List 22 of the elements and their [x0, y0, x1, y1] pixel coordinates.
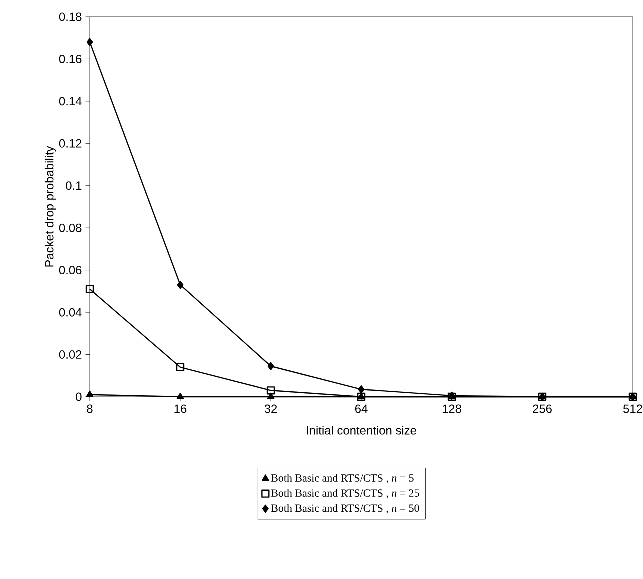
- x-tick-label: 128: [442, 404, 462, 414]
- y-tick-label: 0.18: [59, 12, 82, 22]
- x-tick-label: 8: [87, 404, 93, 414]
- y-axis-title: Packet drop probability: [44, 146, 56, 267]
- x-axis-title: Initial contention size: [307, 426, 416, 435]
- x-tick-label: 64: [355, 404, 368, 414]
- y-tick-label: 0: [76, 392, 82, 402]
- y-tick-label: 0.12: [59, 139, 82, 148]
- y-tick-label: 0.04: [59, 308, 82, 317]
- x-tick-label: 512: [624, 404, 642, 414]
- y-tick-label: 0.16: [59, 54, 82, 64]
- legend-label: Both Basic and RTS/CTS , n = 50: [271, 504, 420, 514]
- y-tick-label: 0.06: [59, 266, 82, 275]
- x-tick-label: 16: [174, 404, 187, 414]
- y-tick-label: 0.1: [66, 182, 82, 190]
- x-tick-label: 256: [533, 404, 552, 414]
- y-tick-label: 0.08: [59, 224, 82, 232]
- y-tick-label: 0.14: [59, 97, 82, 106]
- x-tick-label: 32: [264, 404, 278, 414]
- legend-label: Both Basic and RTS/CTS , n = 5: [271, 474, 414, 484]
- legend-label: Both Basic and RTS/CTS , n = 25: [271, 489, 420, 499]
- y-tick-label: 0.02: [59, 350, 82, 359]
